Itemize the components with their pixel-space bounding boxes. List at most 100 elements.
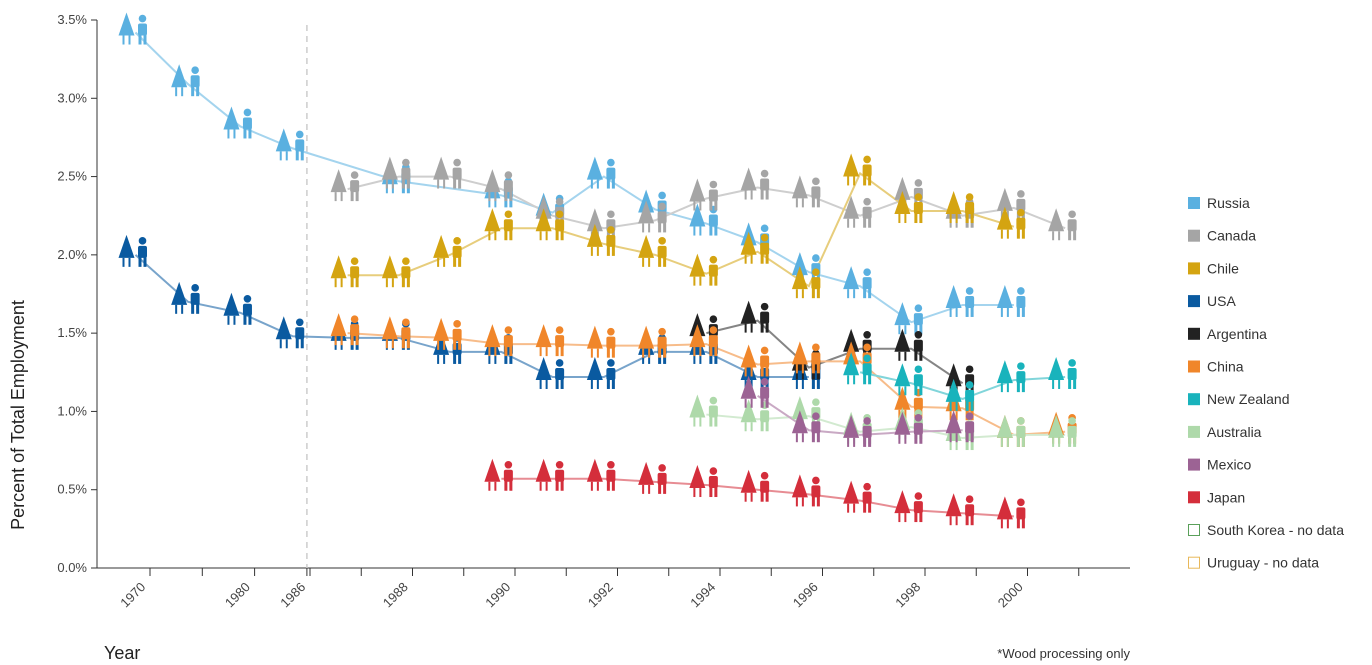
x-tick-label: 1996 (790, 579, 821, 610)
legend-label: Russia (1207, 195, 1250, 211)
legend-swatch (1188, 295, 1200, 308)
legend-swatch (1188, 229, 1200, 242)
data-point-mexico (740, 375, 770, 408)
data-point-australia (689, 394, 718, 427)
legend-item-canada: Canada (1188, 228, 1256, 244)
data-point-canada (330, 169, 360, 202)
data-point-russia (275, 128, 305, 161)
x-tick-label: 2000 (995, 579, 1026, 610)
series-lines (134, 31, 1066, 518)
series-line-japan (501, 477, 1014, 518)
data-point-canada (740, 167, 770, 200)
legend-label: Chile (1207, 260, 1239, 276)
data-point-usa (118, 234, 147, 267)
data-point-china (330, 313, 360, 346)
legend-label: Australia (1207, 424, 1262, 440)
legend-label: Mexico (1207, 457, 1252, 473)
series-line-china (347, 332, 1066, 436)
data-point-japan (740, 469, 770, 502)
data-point-chile (791, 266, 821, 299)
x-tick-label: 1990 (482, 579, 513, 610)
data-point-mexico (791, 410, 821, 443)
data-point-mexico (843, 414, 872, 447)
data-point-usa (275, 316, 305, 349)
data-point-new-zealand (1048, 356, 1077, 389)
data-point-russia (843, 266, 872, 299)
y-tick-label: 0.5% (57, 482, 87, 497)
data-point-argentina (740, 300, 770, 333)
series-line-canada (347, 175, 1066, 230)
data-point-japan (945, 493, 975, 526)
legend-swatch (1188, 425, 1200, 438)
data-point-china (381, 316, 411, 349)
data-point-chile (945, 191, 975, 224)
legend-swatch (1188, 327, 1200, 340)
legend-item-russia: Russia (1188, 195, 1250, 211)
data-point-usa (223, 292, 252, 325)
x-tick-label: 1980 (222, 579, 253, 610)
data-point-russia (945, 284, 975, 317)
data-point-argentina (894, 328, 923, 361)
data-point-canada (791, 175, 821, 208)
data-point-china (638, 325, 667, 358)
data-point-canada (484, 169, 513, 202)
x-tick-label: 1988 (380, 579, 411, 610)
data-point-usa (586, 356, 616, 389)
legend-swatch (1188, 556, 1200, 569)
legend-label: South Korea - no data (1207, 522, 1344, 538)
y-tick-label: 2.5% (57, 169, 87, 184)
series-line-mexico (757, 394, 963, 436)
legend-swatch (1188, 458, 1200, 471)
data-point-mexico (945, 410, 975, 443)
legend-swatch (1188, 491, 1200, 504)
data-point-new-zealand (945, 378, 975, 411)
data-point-japan (484, 458, 513, 491)
data-point-china (535, 324, 565, 357)
data-point-russia (586, 156, 616, 189)
data-point-japan (689, 465, 718, 498)
data-point-chile (330, 255, 360, 288)
legend-item-argentina: Argentina (1188, 326, 1267, 342)
data-point-japan (894, 490, 923, 523)
data-point-russia (171, 64, 200, 97)
data-point-russia (118, 12, 147, 45)
legend-item-chile: Chile (1188, 260, 1239, 276)
x-tick-label: 1992 (585, 579, 616, 610)
data-point-canada (843, 195, 872, 228)
legend-item-uruguay-no-data: Uruguay - no data (1188, 555, 1319, 571)
data-point-japan (791, 474, 821, 507)
data-point-canada (689, 178, 718, 211)
data-point-chile (740, 231, 770, 264)
y-tick-label: 1.0% (57, 403, 87, 418)
legend-label: Uruguay - no data (1207, 555, 1319, 571)
y-tick-label: 2.0% (57, 247, 87, 262)
footnote: *Wood processing only (997, 646, 1130, 661)
legend-label: New Zealand (1207, 391, 1290, 407)
data-point-japan (638, 461, 667, 494)
data-point-chile (996, 206, 1026, 239)
x-tick-label: 1994 (687, 579, 718, 610)
data-point-japan (843, 480, 872, 513)
x-axis-title: Year (104, 643, 140, 663)
x-tick-label: 1986 (277, 579, 308, 610)
legend-label: Japan (1207, 489, 1245, 505)
legend-label: Canada (1207, 228, 1256, 244)
legend-item-usa: USA (1188, 293, 1236, 309)
legend-swatch (1188, 262, 1200, 275)
data-point-japan (996, 496, 1026, 529)
legend-swatch (1188, 393, 1200, 406)
data-point-russia (894, 302, 923, 335)
legend-item-japan: Japan (1188, 489, 1245, 505)
legend-item-mexico: Mexico (1188, 457, 1252, 473)
y-tick-label: 3.5% (57, 12, 87, 27)
data-point-canada (381, 156, 411, 189)
data-point-new-zealand (894, 363, 923, 396)
data-point-china (433, 317, 462, 350)
data-point-canada (1048, 208, 1077, 241)
series-markers (118, 12, 1077, 529)
data-point-chile (433, 234, 462, 267)
y-tick-label: 1.5% (57, 325, 87, 340)
data-point-chile (484, 208, 513, 241)
axes: 0.0% 0.5% 1.0% 1.5% 2.0% 2.5% 3.0% 3.5% 1970 1980… (57, 12, 1130, 610)
